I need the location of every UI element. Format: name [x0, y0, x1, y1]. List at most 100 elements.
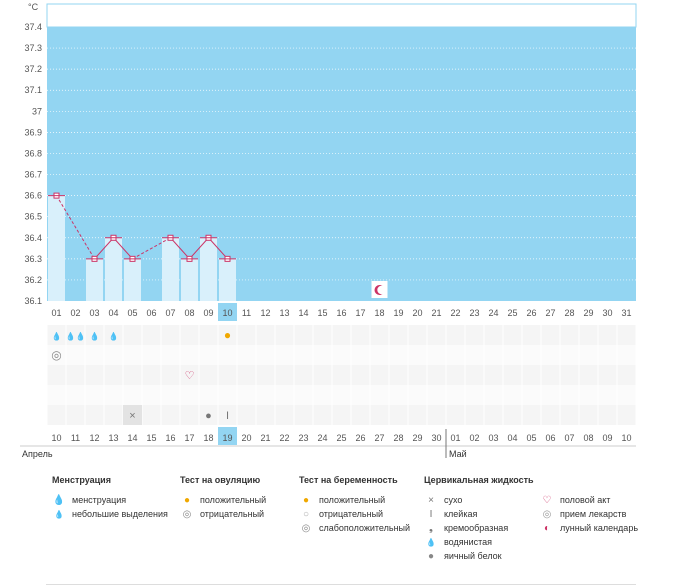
legend-label: кремообразная	[444, 523, 509, 533]
legend-item: ○ отрицательный	[299, 507, 410, 521]
cervical-fluid-icon: I	[226, 410, 229, 422]
temperature-line-dashed	[56, 195, 95, 260]
legend-item: ♡ половой акт	[540, 493, 638, 507]
legend-item: ● положительный	[180, 493, 266, 507]
cycle-day-label: 31	[621, 308, 631, 318]
cycle-day-label: 21	[431, 308, 441, 318]
cycle-day-label: 29	[583, 308, 593, 318]
negative-test-icon: ◎	[182, 509, 192, 520]
date-label: 29	[412, 433, 422, 443]
y-tick-label: 36.5	[24, 212, 42, 222]
date-label: 01	[450, 433, 460, 443]
temperature-line-dashed	[132, 237, 171, 260]
y-tick-label: 36.3	[24, 254, 42, 264]
legend-label: положительный	[319, 495, 386, 505]
legend-label: прием лекарств	[560, 509, 627, 519]
legend-label: положительный	[200, 495, 267, 505]
ovulation-test-icon: ●	[224, 328, 231, 342]
cycle-day-label: 22	[450, 308, 460, 318]
temperature-bar	[219, 258, 236, 301]
legend: Менструация 💧 менструация 💧 небольшие выде…	[0, 475, 675, 580]
date-label: 11	[71, 433, 80, 443]
sticky-icon: I	[429, 509, 433, 520]
temperature-bar	[162, 237, 179, 301]
y-tick-label: 36.1	[24, 296, 42, 306]
date-label: 16	[165, 433, 175, 443]
legend-label: водянистая	[444, 537, 493, 547]
cycle-day-highlight	[218, 303, 237, 321]
bbt-chart: 37.4 37.3 37.2 37.1 37 36.9 36.8 36.7 36.6 36.5 36…	[20, 2, 637, 459]
marker-row	[47, 325, 636, 345]
y-tick-label: 37	[32, 106, 42, 116]
watery-icon: 💧	[426, 538, 436, 547]
marker-row	[47, 345, 636, 365]
legend-title: Цервикальная жидкость	[424, 475, 534, 485]
date-label: 24	[317, 433, 327, 443]
legend-pregnancy: Тест на беременность ● положительный ○ отр…	[299, 475, 410, 535]
date-label: 06	[545, 433, 555, 443]
temperature-bar	[48, 195, 65, 301]
date-label: 05	[526, 433, 536, 443]
cycle-day-label: 01	[51, 308, 61, 318]
legend-item: ◎ слабоположительный	[299, 521, 410, 535]
date-label: 25	[336, 433, 346, 443]
positive-test-icon: ●	[183, 495, 191, 506]
marker-row	[47, 385, 636, 405]
date-label: 04	[507, 433, 517, 443]
moon-icon-cut	[377, 285, 386, 295]
legend-menstruation: Менструация 💧 менструация 💧 небольшие выде…	[52, 475, 168, 521]
cycle-day-label: 20	[412, 308, 422, 318]
y-tick-label: 36.8	[24, 148, 42, 158]
menstruation-icon: 💧	[90, 331, 100, 341]
creamy-icon: ❟	[429, 523, 433, 534]
date-label: 10	[621, 433, 631, 443]
cycle-day-label: 13	[279, 308, 289, 318]
legend-label: половой акт	[560, 495, 611, 505]
cycle-day-label: 18	[374, 308, 384, 318]
heart-icon: ♡	[542, 495, 552, 506]
cycle-day-label: 17	[355, 308, 365, 318]
legend-label: яичный белок	[444, 551, 502, 561]
marker-row	[47, 405, 636, 425]
cycle-day-label: 12	[260, 308, 270, 318]
pregnancy-test-icon: ◎	[51, 348, 61, 362]
temperature-bar	[181, 258, 198, 301]
temperature-bar	[200, 237, 217, 301]
date-label: 10	[51, 433, 61, 443]
temperature-bar	[105, 237, 122, 301]
drop-small-icon: 💧	[54, 510, 64, 519]
y-tick-label: 37.3	[24, 43, 42, 53]
cycle-day-label: 23	[469, 308, 479, 318]
legend-item: ◎ прием лекарств	[540, 507, 638, 521]
plot-top-area	[46, 3, 637, 28]
cycle-day-label: 06	[146, 308, 156, 318]
date-label: 20	[241, 433, 251, 443]
y-tick-label: 37.2	[24, 64, 42, 74]
legend-label: менструация	[72, 495, 127, 505]
y-axis-unit: °C	[28, 2, 39, 12]
date-label: 18	[203, 433, 213, 443]
date-label: 21	[260, 433, 270, 443]
date-label: 03	[488, 433, 498, 443]
cervical-fluid-icon: ×	[129, 410, 135, 422]
cycle-day-label: 25	[507, 308, 517, 318]
legend-other: ♡ половой акт ◎ прием лекарств ◐ лунный кал…	[540, 493, 639, 535]
date-label: 23	[298, 433, 308, 443]
temperature-line	[170, 237, 190, 260]
temperature-line	[94, 237, 114, 260]
cycle-day-label: 10	[222, 308, 232, 318]
cycle-day-label: 15	[317, 308, 327, 318]
weak-positive-test-icon: ◎	[301, 523, 311, 534]
date-label: 02	[469, 433, 479, 443]
cycle-day-label: 02	[70, 308, 80, 318]
cycle-day-label: 28	[564, 308, 574, 318]
cycle-day-label: 03	[89, 308, 99, 318]
cycle-day-label: 14	[298, 308, 308, 318]
cycle-day-label: 09	[203, 308, 213, 318]
y-tick-label: 36.4	[24, 233, 42, 243]
date-label: 09	[602, 433, 612, 443]
legend-label: отрицательный	[319, 509, 384, 519]
bottom-divider	[46, 584, 636, 585]
